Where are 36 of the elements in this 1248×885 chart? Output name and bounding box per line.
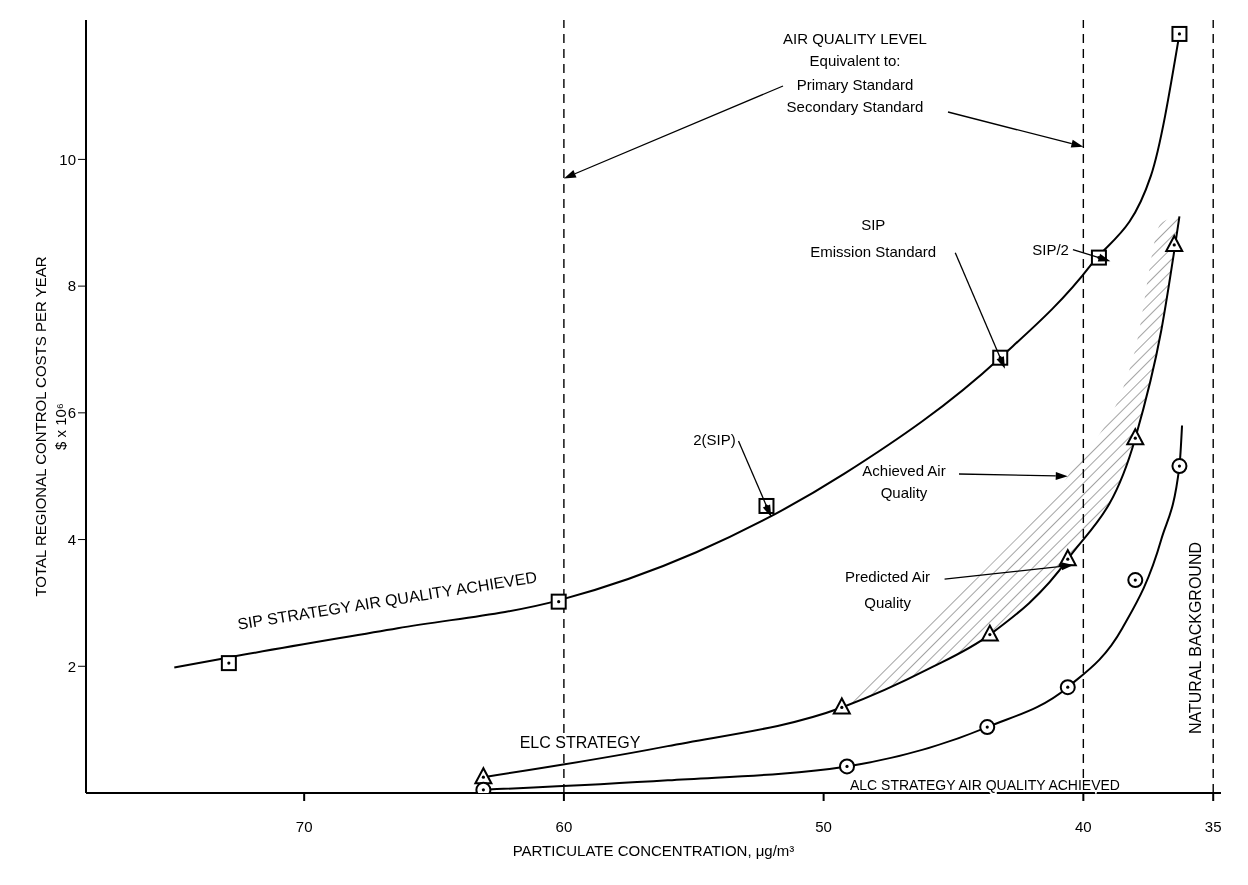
y-tick-label: 10 (59, 150, 76, 168)
point (220, 655, 237, 672)
annotation: Secondary Standard (786, 98, 924, 115)
x-tick-label: 40 (1075, 817, 1092, 835)
y-tick-label: 4 (67, 530, 76, 548)
y-tick-label: 6 (67, 404, 76, 422)
annotation: AIR QUALITY LEVEL Equivalent to: (783, 30, 927, 69)
annotation: Achieved Air Quality (862, 462, 946, 501)
point (550, 593, 567, 610)
point (980, 624, 999, 642)
point (474, 767, 493, 785)
x-axis-title: PARTICULATE CONCENTRATION, μg/m³ (512, 842, 795, 859)
point (839, 758, 855, 775)
y-tick-label: 8 (67, 277, 76, 295)
point (1126, 428, 1145, 446)
point (1165, 234, 1184, 252)
text: SIP STRATEGY AIR QUALITY ACHIEVED (236, 568, 539, 633)
y-axis-title: TOTAL REGIONAL CONTROL COSTS PER YEAR $ x 10⁶ (32, 256, 69, 597)
point (1171, 458, 1188, 475)
point (979, 719, 996, 736)
x-tick-label: 60 (555, 817, 573, 835)
annotation: Predicted Air Quality (845, 568, 931, 612)
ref-line-label: NATURAL BACKGROUND (1187, 541, 1205, 735)
point (1059, 679, 1076, 696)
x-tick-label: 50 (815, 817, 832, 835)
point (832, 697, 851, 715)
annotation: Primary Standard (796, 76, 914, 93)
annotation: SIP Emission Standard (810, 215, 937, 260)
series-label: ALC STRATEGY AIR QUALITY ACHIEVED (850, 777, 1120, 793)
point (1127, 572, 1144, 589)
point (1171, 25, 1188, 42)
x-tick-label: 35 (1204, 817, 1222, 835)
x-tick-label: 70 (295, 817, 313, 835)
annotation: SIP/2 (1032, 240, 1069, 258)
annotation: 2(SIP) (693, 430, 736, 448)
y-tick-label: 2 (67, 657, 76, 675)
